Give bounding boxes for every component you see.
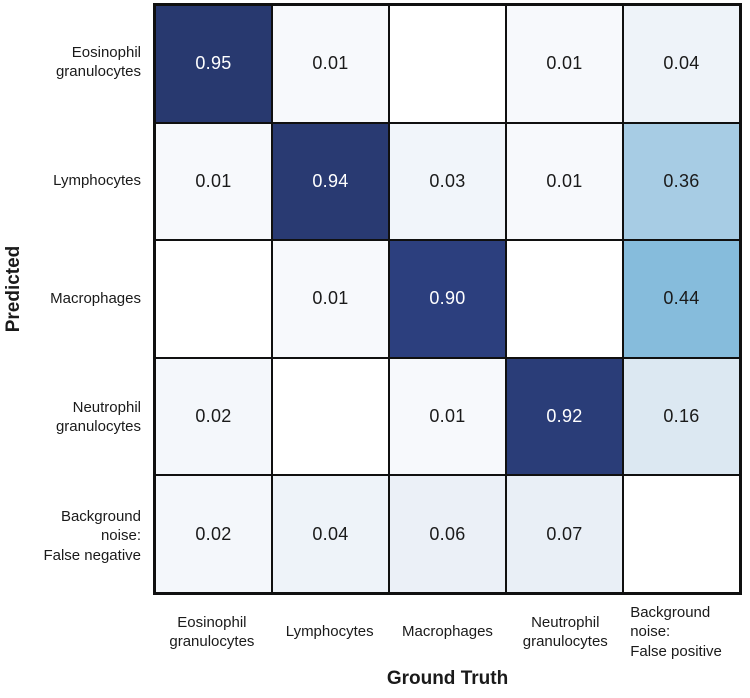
matrix-cell-r3-c1 (272, 357, 389, 476)
matrix-cell-r2-c0 (155, 240, 272, 358)
matrix-cell-r2-c2: 0.90 (389, 240, 506, 358)
matrix-cell-r3-c3: 0.92 (506, 357, 623, 476)
row-label-2: Macrophages (50, 290, 141, 308)
heatmap-grid: 0.95 0.01 0.01 0.04 0.01 0.94 0.03 0.01 0.36 0.01… (153, 3, 742, 595)
matrix-cell-r4-c2: 0.06 (389, 475, 506, 593)
matrix-cell-r1-c4: 0.36 (623, 122, 740, 241)
row-labels: Eosinophil granulocytes Lymphocytes Macroph… (0, 3, 147, 595)
col-label-1: Lymphocytes (285, 623, 374, 641)
matrix-cell-r0-c1: 0.01 (272, 5, 389, 123)
matrix-cell-r0-c4: 0.04 (623, 5, 740, 123)
matrix-cell-r1-c3: 0.01 (506, 122, 623, 241)
matrix-cell-r3-c4: 0.16 (623, 357, 740, 476)
x-axis-title: Ground Truth (386, 668, 509, 689)
row-label-0: Eosinophil granulocytes (55, 43, 141, 81)
matrix-cell-r4-c3: 0.07 (506, 475, 623, 593)
col-label-2: Macrophages (402, 623, 493, 641)
matrix-cell-r4-c1: 0.04 (272, 475, 389, 593)
matrix-cell-r4-c4 (623, 475, 740, 593)
matrix-cell-r4-c0: 0.02 (155, 475, 272, 593)
col-label-0: Eosinophil granulocytes (169, 613, 255, 651)
matrix-cell-r0-c2 (389, 5, 506, 123)
col-labels: Eosinophil granulocytes Lymphocytes Macroph… (153, 599, 742, 665)
matrix-cell-r3-c0: 0.02 (155, 357, 272, 476)
matrix-cell-r2-c3 (506, 240, 623, 358)
matrix-cell-r1-c1: 0.94 (272, 122, 389, 241)
matrix-cell-r1-c2: 0.03 (389, 122, 506, 241)
matrix-cell-r1-c0: 0.01 (155, 122, 272, 241)
col-label-3: Neutrophil granulocytes (522, 613, 608, 651)
row-label-1: Lymphocytes (53, 171, 141, 189)
row-label-4: Background noise: False negative (43, 507, 141, 564)
row-label-3: Neutrophil granulocytes (55, 398, 141, 436)
matrix-cell-r3-c2: 0.01 (389, 357, 506, 476)
col-label-4: Background noise: False positive (630, 603, 722, 660)
matrix-cell-r0-c3: 0.01 (506, 5, 623, 123)
matrix-cell-r2-c1: 0.01 (272, 240, 389, 358)
matrix-cell-r2-c4: 0.44 (623, 240, 740, 358)
matrix-cell-r0-c0: 0.95 (155, 5, 272, 123)
